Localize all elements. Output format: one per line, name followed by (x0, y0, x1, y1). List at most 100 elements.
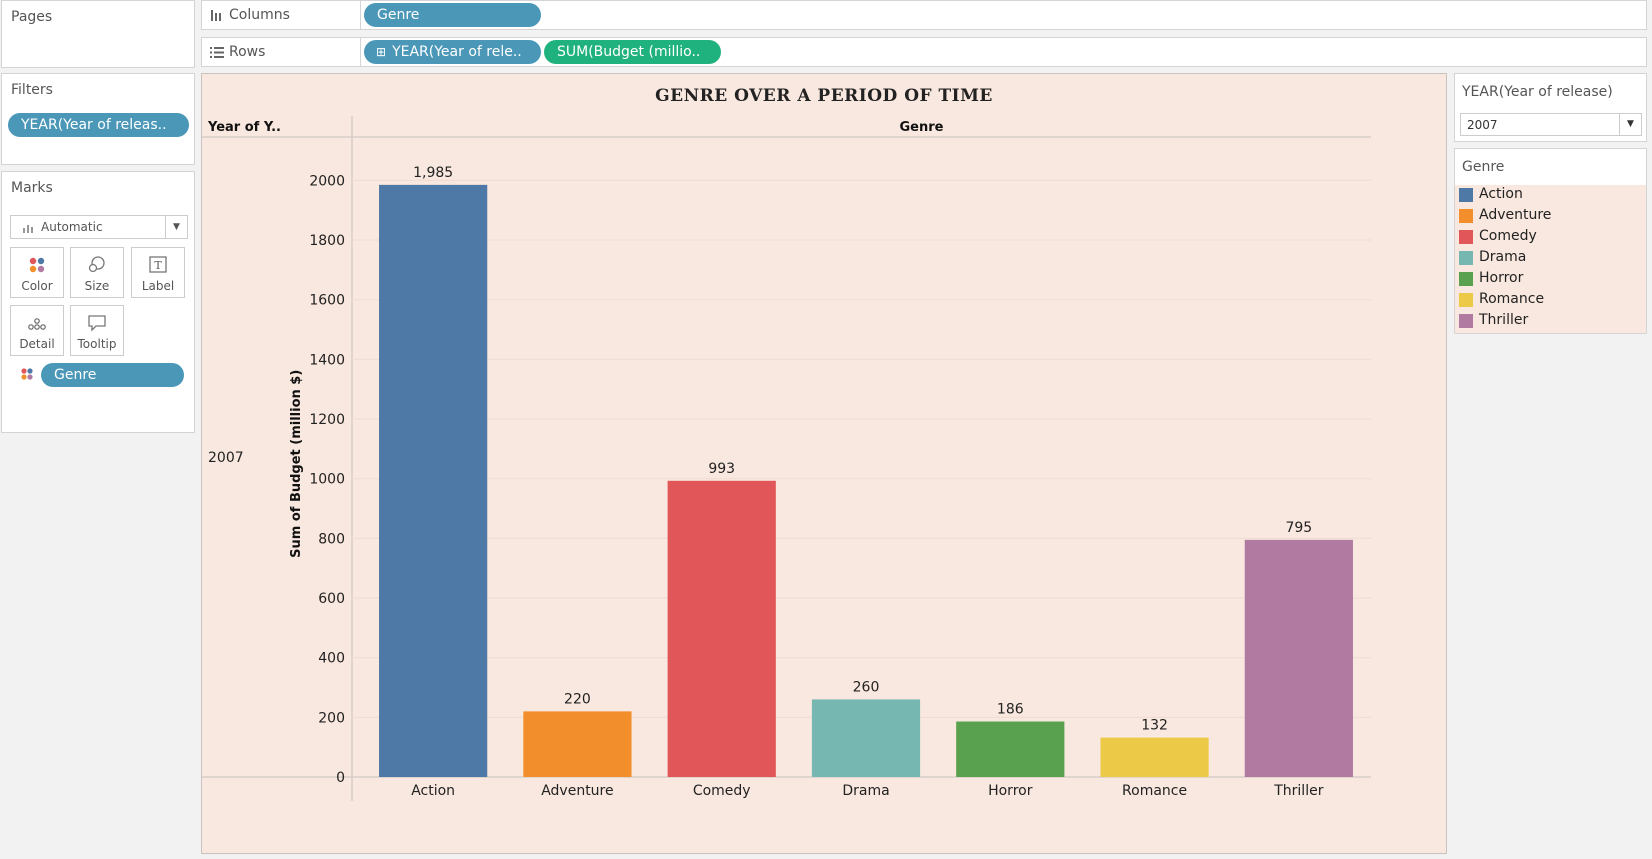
x-tick-label: Thriller (1273, 783, 1323, 799)
data-label: 220 (564, 691, 591, 707)
y-tick-label: 1000 (309, 472, 345, 488)
legend-swatch (1459, 314, 1473, 328)
rows-year-pill[interactable]: ⊞ YEAR(Year of rele.. (364, 40, 541, 64)
year-select-value: 2007 (1467, 118, 1498, 132)
chevron-down-icon: ▼ (165, 216, 187, 238)
shelf-divider (360, 1, 361, 29)
size-icon (88, 256, 105, 273)
legend-label: Action (1479, 186, 1523, 202)
pages-title: Pages (11, 9, 53, 25)
y-tick-label: 400 (318, 651, 345, 667)
row-header-label: Year of Y.. (207, 120, 281, 135)
row-year-label: 2007 (208, 450, 244, 466)
expand-icon: ⊞ (376, 45, 387, 59)
x-tick-label: Adventure (541, 783, 613, 799)
bar-chart-icon (23, 225, 33, 233)
year-select[interactable]: 2007 ▼ (1460, 113, 1642, 136)
size-button-label: Size (84, 279, 110, 293)
rows-icon (210, 47, 224, 58)
bar-adventure (523, 711, 632, 777)
x-tick-label: Horror (988, 783, 1033, 799)
year-filter-card: YEAR(Year of release) 2007 ▼ (1454, 73, 1647, 142)
legend-body: Action Adventure Comedy Drama Horror Rom… (1455, 185, 1646, 333)
rows-year-pill-label: YEAR(Year of rele.. (392, 44, 522, 60)
chart-title: GENRE OVER A PERIOD OF TIME (655, 86, 993, 106)
bar-horror (956, 721, 1065, 777)
year-filter-title: YEAR(Year of release) (1462, 84, 1613, 100)
bar-action (379, 184, 488, 777)
y-tick-label: 1800 (309, 233, 345, 249)
rows-budget-pill[interactable]: SUM(Budget (millio.. (544, 40, 721, 64)
data-label: 132 (1141, 718, 1168, 734)
detail-button-label: Detail (19, 337, 55, 351)
legend-label: Drama (1479, 249, 1527, 265)
color-button-label: Color (21, 279, 53, 293)
bar-thriller (1244, 539, 1353, 777)
color-icon (29, 257, 45, 273)
mark-type-label: Automatic (41, 220, 103, 234)
y-tick-label: 800 (318, 531, 345, 547)
legend-title: Genre (1462, 159, 1505, 175)
legend-card: Genre Action Adventure Comedy Drama Horr… (1454, 148, 1647, 334)
svg-text:T: T (154, 259, 162, 272)
text-label-icon: T (149, 256, 167, 273)
bar-romance (1100, 737, 1209, 777)
bar-comedy (667, 480, 776, 777)
legend-label: Comedy (1479, 228, 1537, 244)
tooltip-button-label: Tooltip (77, 337, 117, 351)
color-icon (21, 368, 33, 380)
column-header-label: Genre (900, 120, 944, 135)
columns-label: Columns (229, 7, 290, 23)
rows-label: Rows (229, 44, 266, 60)
legend-label: Horror (1479, 270, 1524, 286)
chart-area: GENRE OVER A PERIOD OF TIME Year of Y.. G… (201, 73, 1447, 854)
columns-shelf[interactable]: Columns Genre (201, 0, 1647, 30)
x-tick-label: Action (411, 783, 455, 799)
y-axis-title: Sum of Budget (million $) (289, 370, 304, 558)
y-tick-label: 200 (318, 710, 345, 726)
tooltip-icon (88, 315, 106, 332)
columns-icon (211, 10, 221, 21)
legend-swatch (1459, 209, 1473, 223)
detail-button[interactable]: Detail (10, 305, 64, 356)
y-tick-label: 1400 (309, 352, 345, 368)
data-label: 795 (1285, 520, 1312, 536)
legend-label: Adventure (1479, 207, 1552, 223)
bar-drama (811, 699, 921, 777)
legend-swatch (1459, 188, 1473, 202)
y-tick-label: 1200 (309, 412, 345, 428)
legend-label: Romance (1479, 291, 1545, 307)
legend-swatch (1459, 251, 1473, 265)
data-label: 260 (853, 679, 880, 695)
year-filter-pill[interactable]: YEAR(Year of releas.. (8, 113, 189, 137)
legend-swatch (1459, 272, 1473, 286)
y-tick-label: 600 (318, 591, 345, 607)
mark-type-dropdown[interactable]: Automatic ▼ (10, 215, 188, 239)
rows-shelf[interactable]: Rows ⊞ YEAR(Year of rele.. SUM(Budget (mi… (201, 37, 1647, 67)
marks-title: Marks (11, 180, 53, 196)
data-label: 186 (997, 702, 1024, 718)
label-button-label: Label (141, 279, 175, 293)
legend-swatch (1459, 230, 1473, 244)
x-tick-label: Romance (1122, 783, 1187, 799)
data-label: 993 (708, 461, 735, 477)
shelf-divider (360, 38, 361, 66)
filters-card: Filters YEAR(Year of releas.. (1, 73, 195, 165)
tooltip-button[interactable]: Tooltip (70, 305, 124, 356)
pages-card: Pages (1, 0, 195, 68)
x-tick-label: Drama (842, 783, 889, 799)
x-tick-label: Comedy (693, 783, 751, 799)
label-button[interactable]: T Label (131, 247, 185, 298)
data-label: 1,985 (413, 165, 453, 181)
filters-title: Filters (11, 82, 53, 98)
legend-label: Thriller (1479, 312, 1529, 328)
color-button[interactable]: Color (10, 247, 64, 298)
detail-icon (28, 318, 46, 330)
chevron-down-icon: ▼ (1619, 114, 1641, 135)
genre-color-pill[interactable]: Genre (41, 363, 184, 387)
y-tick-label: 2000 (309, 173, 345, 189)
size-button[interactable]: Size (70, 247, 124, 298)
marks-card: Marks Automatic ▼ Color Size T Label (1, 171, 195, 433)
legend-swatch (1459, 293, 1473, 307)
columns-genre-pill[interactable]: Genre (364, 3, 541, 27)
